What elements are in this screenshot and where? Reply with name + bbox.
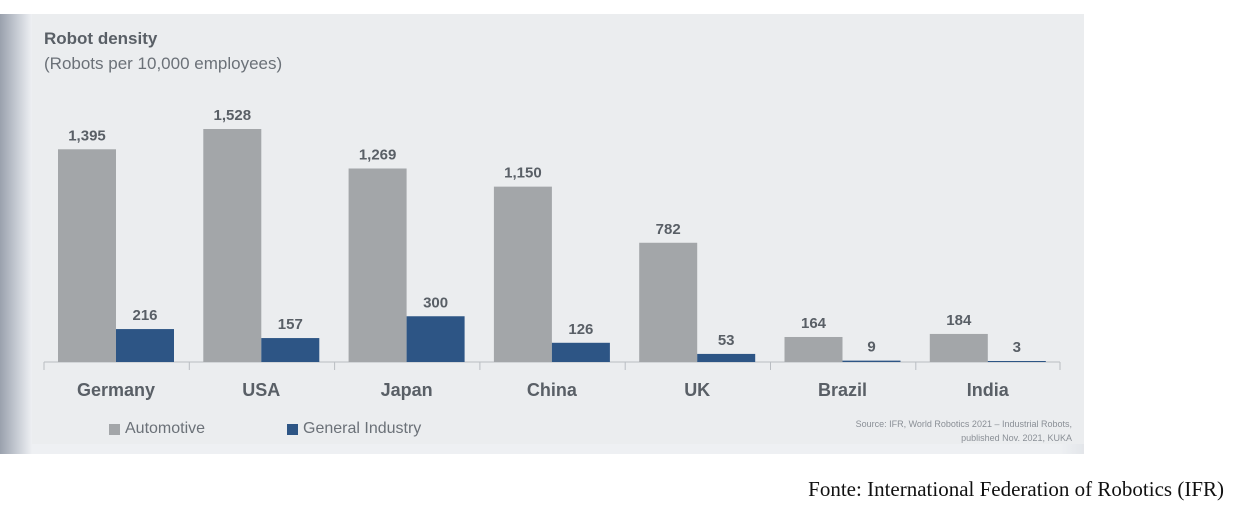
data-label-general-industry-brazil: 9	[867, 339, 875, 356]
category-label-japan: Japan	[381, 380, 433, 400]
legend-label-automotive: Automotive	[125, 420, 206, 437]
data-label-automotive-uk: 782	[656, 221, 681, 238]
chart-subtitle: (Robots per 10,000 employees)	[44, 54, 283, 73]
legend-swatch-general-industry	[287, 423, 298, 435]
bar-general-industry-usa	[261, 338, 320, 362]
bar-automotive-china	[493, 186, 552, 362]
figure-caption: Fonte: International Federation of Robot…	[808, 477, 1224, 501]
source-note: Source: IFR, World Robotics 2021 – Indus…	[856, 417, 1072, 445]
category-label-germany: Germany	[77, 380, 155, 400]
bar-general-industry-uk	[697, 353, 756, 362]
data-label-automotive-brazil: 164	[801, 315, 827, 332]
legend-item-general-industry: General Industry	[287, 420, 421, 438]
bar-automotive-japan	[348, 168, 407, 362]
legend-swatch-automotive	[109, 423, 120, 435]
data-label-general-industry-india: 3	[1013, 339, 1021, 356]
legend-item-automotive: Automotive	[109, 420, 205, 438]
legend-label-general-industry: General Industry	[303, 420, 422, 437]
data-label-general-industry-japan: 300	[423, 294, 448, 311]
data-label-general-industry-germany: 216	[132, 307, 157, 324]
data-label-general-industry-usa: 157	[278, 316, 303, 333]
data-label-general-industry-uk: 53	[718, 332, 735, 349]
bar-automotive-germany	[58, 149, 116, 362]
category-label-brazil: Brazil	[818, 380, 867, 400]
category-label-uk: UK	[684, 380, 710, 400]
bar-general-industry-japan	[406, 316, 465, 362]
chart-title: Robot density	[44, 29, 158, 48]
category-label-usa: USA	[242, 380, 280, 400]
data-label-automotive-japan: 1,269	[359, 146, 397, 163]
data-label-automotive-china: 1,150	[504, 165, 542, 182]
bar-general-industry-brazil	[842, 360, 901, 362]
data-label-automotive-germany: 1,395	[68, 127, 106, 144]
bar-automotive-usa	[203, 129, 262, 362]
source-line-1: Source: IFR, World Robotics 2021 – Indus…	[855, 419, 1072, 429]
bar-general-industry-germany	[116, 329, 174, 362]
source-line-2: published Nov. 2021, KUKA	[961, 433, 1072, 443]
category-label-china: China	[527, 380, 578, 400]
bar-automotive-india	[929, 333, 988, 362]
bar-automotive-brazil	[784, 336, 843, 362]
category-label-india: India	[967, 380, 1010, 400]
bar-general-industry-china	[551, 342, 610, 362]
data-label-automotive-india: 184	[946, 312, 972, 329]
data-label-automotive-usa: 1,528	[214, 107, 252, 124]
bar-automotive-uk	[639, 242, 698, 362]
bar-general-industry-india	[987, 361, 1046, 362]
data-label-general-industry-china: 126	[568, 321, 593, 338]
